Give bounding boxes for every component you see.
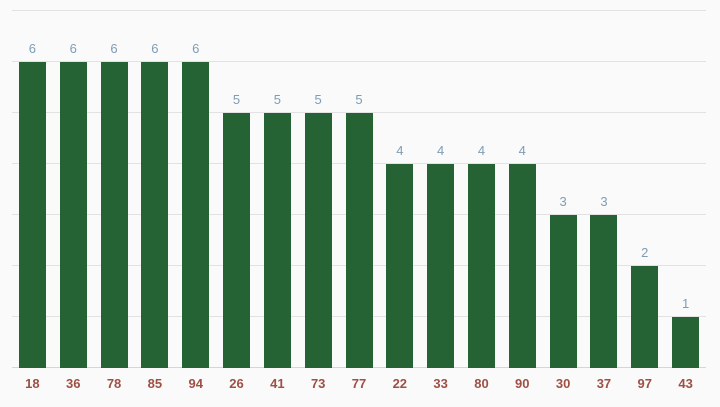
bar[interactable] (467, 164, 495, 368)
x-axis-label: 43 (678, 376, 693, 391)
bar-value-label: 5 (314, 92, 322, 107)
bar-value-label: 6 (110, 41, 118, 56)
x-axis-label: 41 (270, 376, 285, 391)
x-axis-label: 73 (310, 376, 326, 391)
bar-value-label: 5 (273, 92, 281, 107)
bar[interactable] (100, 62, 128, 368)
x-axis-label: 33 (433, 376, 448, 391)
x-axis-label: 80 (474, 376, 489, 391)
bar-value-label: 4 (518, 143, 526, 158)
bar-value-label: 5 (355, 92, 363, 107)
x-axis-label: 22 (392, 376, 408, 391)
x-axis-label: 77 (351, 376, 367, 391)
bar[interactable] (672, 317, 700, 368)
bar[interactable] (508, 164, 536, 368)
bar[interactable] (141, 62, 169, 368)
bar[interactable] (18, 62, 46, 368)
bar-value-label: 4 (437, 143, 445, 158)
bar[interactable] (386, 164, 414, 368)
gridline (12, 10, 706, 11)
bar-value-label: 6 (151, 41, 159, 56)
bar-value-label: 6 (28, 41, 37, 56)
x-axis-label: 90 (515, 376, 530, 391)
bar-value-label: 2 (641, 245, 649, 260)
bar[interactable] (263, 113, 291, 368)
bar-value-label: 3 (559, 194, 567, 209)
bar[interactable] (223, 113, 251, 368)
x-axis-label: 85 (147, 376, 163, 391)
bar-value-label: 6 (192, 41, 200, 56)
x-axis-label: 26 (229, 376, 244, 391)
bar-value-label: 3 (600, 194, 608, 209)
bar[interactable] (59, 62, 87, 368)
bar[interactable] (590, 215, 618, 368)
gridline (12, 61, 706, 62)
bar-value-label: 4 (396, 143, 404, 158)
x-axis-label: 97 (637, 376, 652, 391)
x-axis-label: 37 (596, 376, 612, 391)
gridline (12, 112, 706, 113)
plot-area: 6 6 6 6 6 5 5 5 5 4 4 4 4 3 3 2 1 (12, 10, 706, 368)
bar[interactable] (304, 113, 332, 368)
x-axis-label: 78 (106, 376, 122, 391)
bar-value-label: 5 (232, 92, 241, 107)
bar-value-label: 4 (477, 143, 486, 158)
bar[interactable] (631, 266, 659, 368)
bar[interactable] (182, 62, 210, 368)
bar-value-label: 1 (681, 296, 690, 311)
bar[interactable] (549, 215, 577, 368)
bar[interactable] (427, 164, 455, 368)
x-axis-label: 18 (25, 376, 40, 391)
x-axis-label: 30 (555, 376, 571, 391)
bar[interactable] (345, 113, 373, 368)
x-axis-label: 36 (66, 376, 81, 391)
x-axis-label: 94 (188, 376, 203, 391)
bar-value-label: 6 (69, 41, 77, 56)
